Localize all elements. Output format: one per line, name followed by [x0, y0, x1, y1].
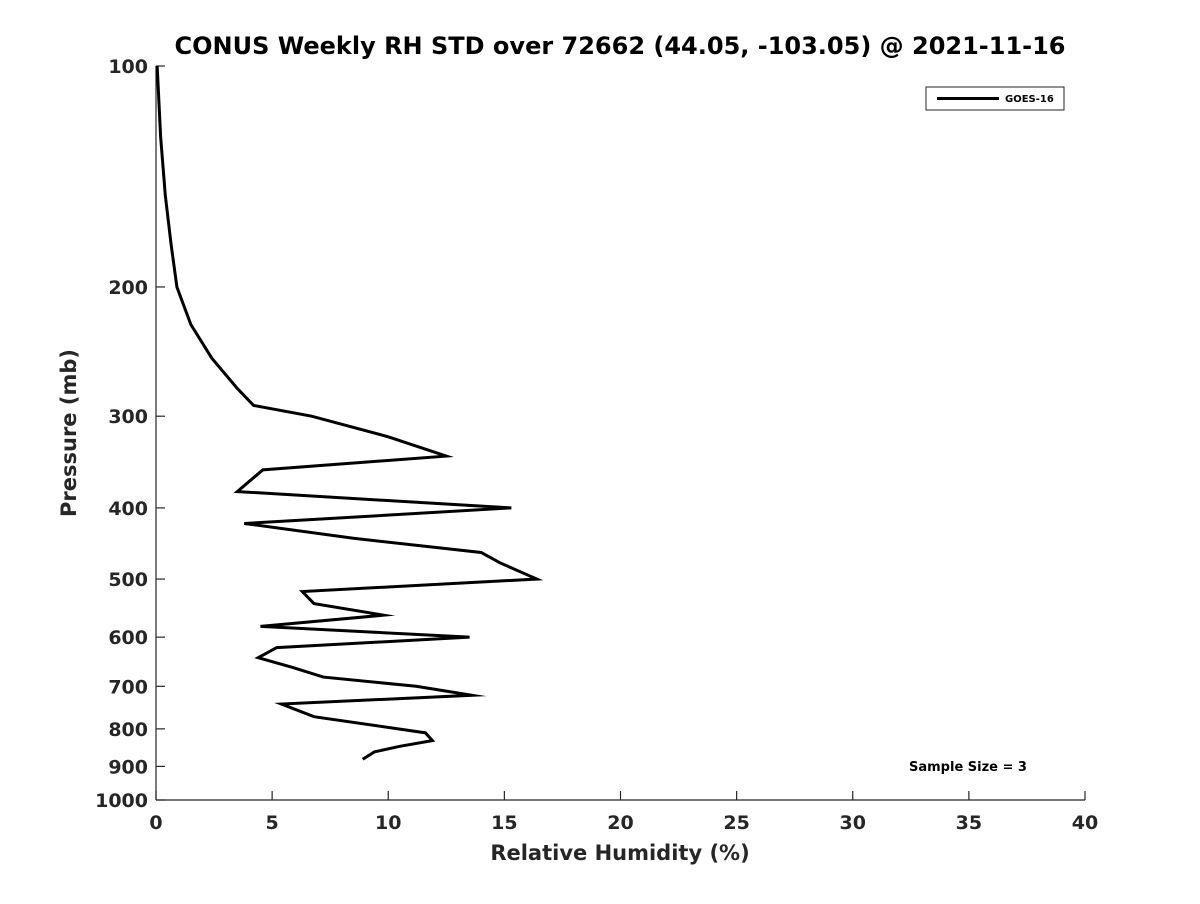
y-tick-label: 600 [108, 627, 148, 649]
x-tick-label: 10 [375, 812, 401, 834]
sample-size-annotation: Sample Size = 3 [909, 760, 1027, 775]
legend: GOES-16 [925, 86, 1065, 111]
x-tick-label: 5 [266, 812, 279, 834]
legend-entry-goes-16: GOES-16 [1005, 94, 1054, 105]
x-tick-label: 35 [956, 812, 982, 834]
chart-title: CONUS Weekly RH STD over 72662 (44.05, -… [174, 32, 1065, 60]
y-tick-label: 800 [108, 719, 148, 741]
plot-area [156, 66, 1085, 800]
y-tick-label: 700 [108, 676, 148, 698]
series-line-goes-16 [155, 65, 544, 761]
series-group [155, 65, 544, 761]
y-tick-label: 1000 [95, 790, 148, 812]
ticks: 0 5 10 15 20 25 30 35 40 100 200 300 400 500 600 700 800… [95, 56, 1098, 834]
y-tick-label: 100 [108, 56, 148, 78]
x-axis-label: Relative Humidity (%) [490, 841, 749, 865]
x-tick-label: 20 [607, 812, 633, 834]
y-axis-label: Pressure (mb) [57, 349, 81, 517]
y-tick-label: 200 [108, 277, 148, 299]
x-tick-label: 30 [840, 812, 866, 834]
x-tick-label: 40 [1072, 812, 1098, 834]
y-tick-label: 900 [108, 756, 148, 778]
x-tick-label: 25 [723, 812, 749, 834]
y-tick-label: 500 [108, 569, 148, 591]
y-tick-label: 400 [108, 498, 148, 520]
y-tick-label: 300 [108, 406, 148, 428]
x-tick-label: 0 [149, 812, 162, 834]
x-tick-label: 15 [491, 812, 517, 834]
